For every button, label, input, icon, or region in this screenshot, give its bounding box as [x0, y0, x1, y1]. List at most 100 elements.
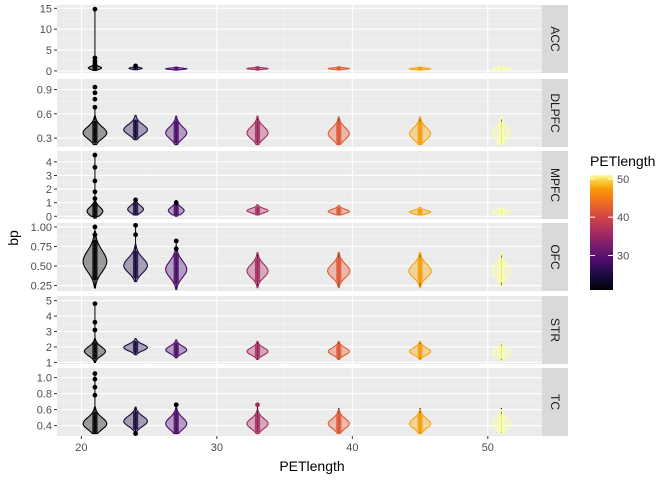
- outlier-point: [92, 319, 98, 325]
- facet-strip: [542, 223, 568, 291]
- violin-acc-27: [164, 66, 188, 71]
- outlier-point: [92, 164, 98, 170]
- outlier-point: [92, 6, 98, 12]
- point-strip: [336, 121, 342, 145]
- outlier-point: [92, 301, 98, 307]
- facet-strip: [542, 5, 568, 73]
- violin-str-51: [491, 342, 512, 362]
- y-tick-label: 0: [46, 66, 52, 78]
- point-strip: [92, 342, 98, 360]
- point-strip: [254, 344, 261, 358]
- point-strip: [417, 413, 423, 433]
- point-strip: [254, 120, 261, 144]
- violin-tc-45: [408, 408, 432, 435]
- point-strip: [417, 344, 423, 358]
- violin-ofc-45: [408, 252, 432, 289]
- violin-dlpfc-33: [246, 115, 269, 146]
- point-strip: [498, 413, 504, 433]
- outlier-point: [255, 402, 260, 408]
- y-tick-label: 4: [46, 311, 52, 323]
- y-tick-label: 4: [46, 157, 52, 169]
- violin-tc-24: [123, 406, 148, 436]
- violin-str-21: [83, 301, 107, 364]
- violin-acc-39: [327, 66, 351, 71]
- violin-tc-21: [82, 371, 108, 435]
- facet-dlpfc: 0.3 0.6 0.9 DLPFC: [37, 79, 568, 147]
- y-tick-label: 10: [40, 24, 52, 36]
- facet-strip-label: OFC: [548, 244, 562, 270]
- gridlines: [57, 151, 542, 219]
- violin-acc-24: [128, 63, 143, 71]
- facet-strip-label: STR: [548, 318, 562, 342]
- violin-mpfc-45: [408, 206, 432, 216]
- outlier-point: [92, 376, 98, 382]
- violin-mpfc-21: [86, 152, 104, 219]
- outlier-point: [92, 152, 98, 158]
- x-axis: 20 30 40 50: [75, 436, 494, 454]
- facet-strip: [542, 368, 568, 436]
- point-strip: [336, 67, 342, 70]
- point-strip: [336, 344, 342, 358]
- outlier-point: [92, 224, 98, 230]
- y-tick-label: 0.9: [37, 85, 52, 97]
- violin-ofc-33: [246, 252, 269, 289]
- point-strip: [254, 257, 261, 283]
- point-strip: [92, 411, 98, 435]
- outlier-point: [92, 384, 98, 390]
- facet-strip: [542, 79, 568, 147]
- point-strip: [417, 67, 423, 70]
- y-tick-label: 1.0: [37, 373, 52, 385]
- outlier-point: [133, 431, 138, 436]
- point-strip: [417, 121, 423, 145]
- legend-tick-label: 30: [617, 251, 629, 263]
- violin-dlpfc-39: [327, 116, 350, 146]
- y-tick-label: 0: [46, 211, 52, 223]
- point-strip: [498, 257, 504, 283]
- point-strip: [173, 411, 179, 435]
- outlier-point: [92, 90, 98, 96]
- outlier-point: [173, 238, 179, 244]
- legend-ticks: 30 40 50: [590, 174, 629, 263]
- facet-ofc: 0.25 0.50 0.75 1.00 OFC: [31, 222, 568, 293]
- violin-mpfc-24: [127, 197, 145, 216]
- point-strip: [498, 67, 504, 71]
- violin-tc-51: [491, 408, 512, 435]
- point-strip: [132, 202, 139, 216]
- violin-ofc-51: [491, 252, 512, 289]
- y-tick-label: 0.75: [31, 241, 52, 253]
- point-strip: [132, 119, 139, 139]
- point-strip: [92, 120, 98, 144]
- outlier-point: [133, 232, 138, 238]
- y-tick-label: 2: [46, 184, 52, 196]
- violin-dlpfc-24: [123, 114, 148, 141]
- y-tick-label: 0.4: [37, 421, 52, 433]
- violin-tc-39: [327, 408, 350, 435]
- legend-colorbar: [590, 175, 613, 290]
- x-tick-label: 40: [346, 442, 358, 454]
- y-tick-label: 0.6: [37, 109, 52, 121]
- outlier-point: [92, 327, 98, 333]
- outlier-point: [92, 232, 98, 238]
- panel-background: [57, 5, 542, 73]
- point-strip: [336, 207, 342, 216]
- legend-title: PETlength: [590, 153, 655, 169]
- gridlines: [57, 5, 542, 73]
- color-legend: PETlength 30 40 50: [590, 153, 655, 290]
- outlier-point: [133, 197, 138, 203]
- y-tick-label: 5: [46, 45, 52, 57]
- point-strip: [132, 250, 139, 279]
- point-strip: [498, 208, 504, 216]
- y-tick-label: 3: [46, 327, 52, 339]
- violin-acc-51: [491, 66, 512, 72]
- point-strip: [92, 202, 98, 219]
- outlier-point: [92, 371, 98, 376]
- y-tick-label: 3: [46, 170, 52, 182]
- outlier-point: [92, 196, 98, 202]
- facet-strip-label: DLPFC: [548, 93, 562, 133]
- outlier-point: [92, 104, 98, 110]
- point-strip: [498, 121, 504, 145]
- y-tick-label: 0.8: [37, 389, 52, 401]
- facet-strip-label: TC: [548, 394, 562, 410]
- x-tick-label: 20: [75, 442, 87, 454]
- violin-tc-27: [165, 402, 188, 435]
